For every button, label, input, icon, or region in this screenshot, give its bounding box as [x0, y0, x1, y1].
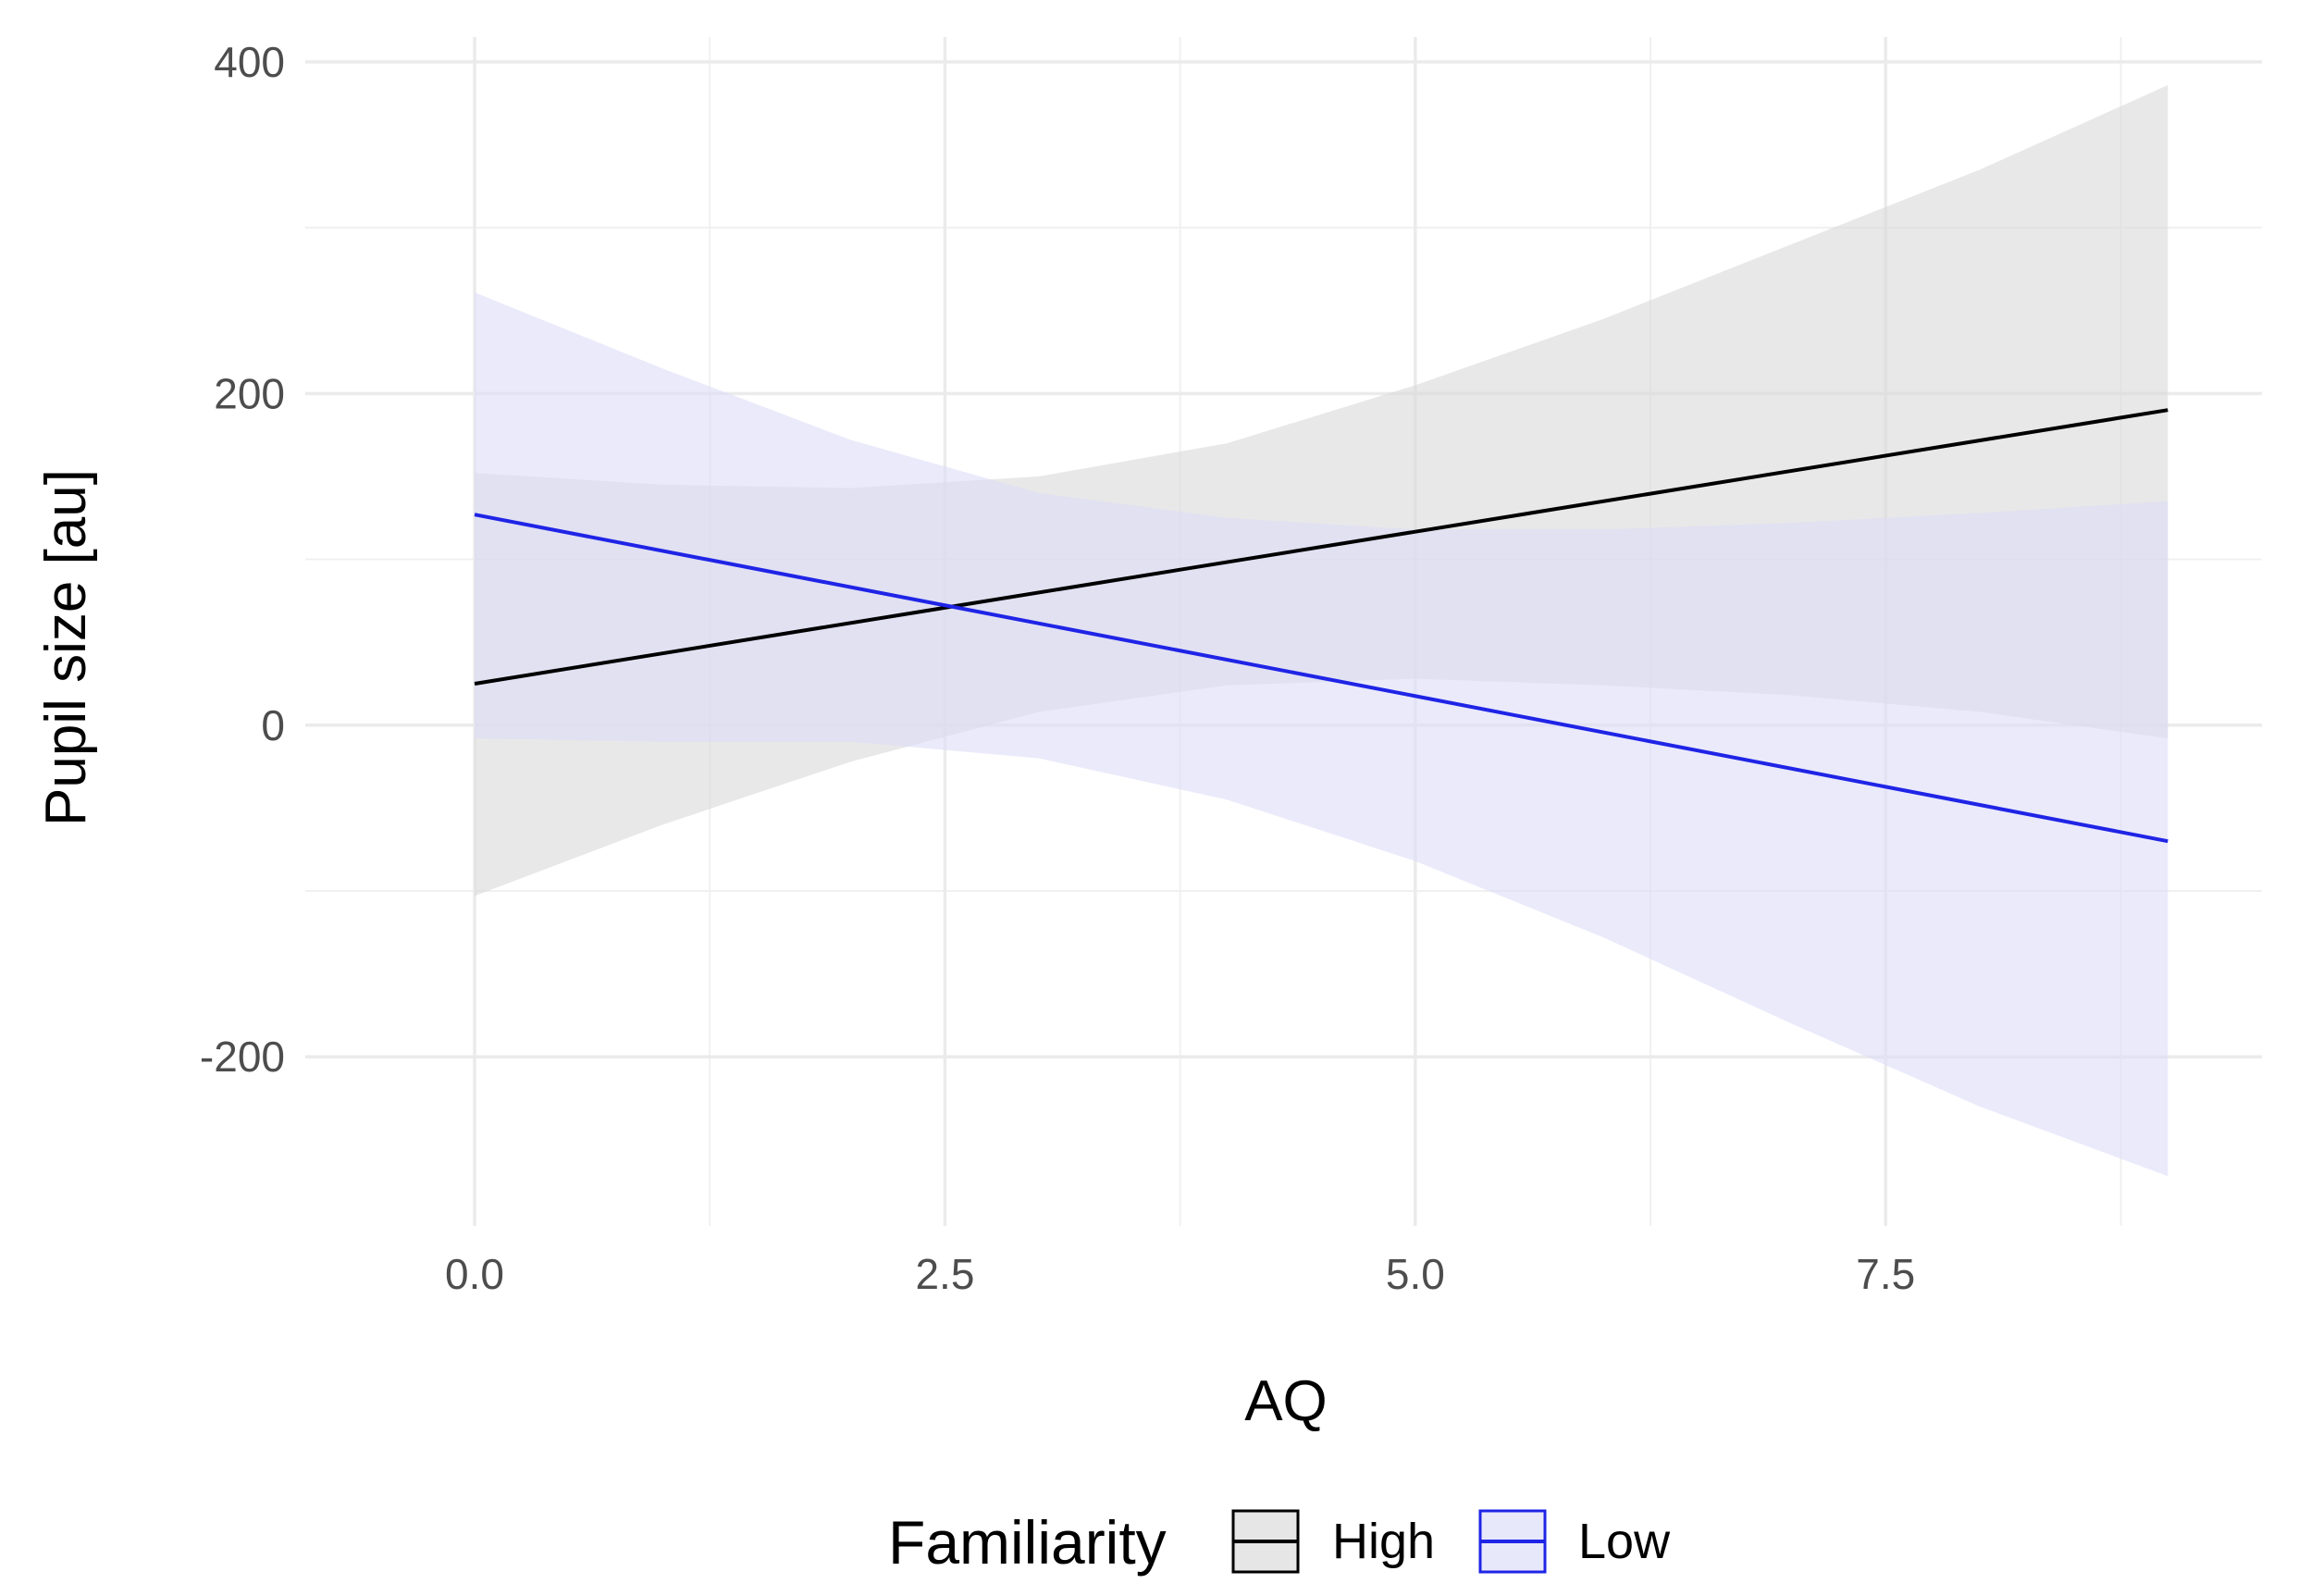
y-tick-label: 0	[261, 701, 285, 749]
legend: Familiarity High Low	[888, 1508, 1671, 1577]
confidence-ribbons	[475, 85, 2168, 1177]
y-tick-label: -200	[200, 1033, 285, 1081]
y-axis-title: Pupil size [au]	[34, 469, 98, 826]
legend-key-high	[1231, 1509, 1300, 1574]
y-tick-label: 400	[214, 38, 285, 86]
legend-title: Familiarity	[888, 1508, 1167, 1577]
x-tick-label: 7.5	[1856, 1250, 1915, 1298]
series-line-high	[474, 408, 2168, 686]
x-tick-label: 0.0	[445, 1250, 504, 1298]
y-axis-ticks: -200 0 200 400	[200, 38, 285, 1081]
legend-label-high: High	[1332, 1514, 1435, 1569]
x-axis-title: AQ	[1244, 1369, 1328, 1433]
series-line-low	[474, 513, 2168, 844]
legend-label-low: Low	[1578, 1514, 1671, 1569]
ribbon-low	[475, 292, 2168, 1177]
series-lines	[474, 408, 2168, 844]
legend-key-low	[1478, 1509, 1547, 1574]
x-tick-label: 5.0	[1386, 1250, 1445, 1298]
x-tick-label: 2.5	[915, 1250, 974, 1298]
x-axis-ticks: 0.0 2.5 5.0 7.5	[445, 1250, 1915, 1298]
y-tick-label: 200	[214, 369, 285, 417]
